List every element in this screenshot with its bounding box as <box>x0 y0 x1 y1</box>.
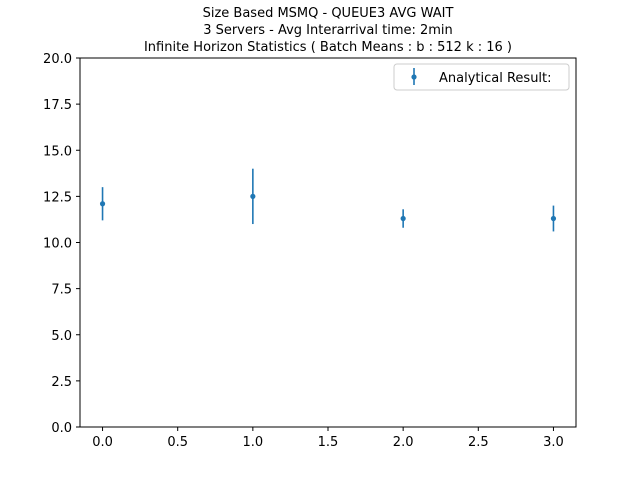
chart-title-line: 3 Servers - Avg Interarrival time: 2min <box>203 23 453 38</box>
legend-label: Analytical Result: <box>439 71 552 86</box>
x-tick-label: 0.5 <box>167 435 188 450</box>
data-point <box>550 215 557 222</box>
data-point <box>99 201 106 207</box>
chart-title-line: Size Based MSMQ - QUEUE3 AVG WAIT <box>203 6 454 21</box>
y-axis: 0.0 2.5 5.0 7.5 10.0 12.5 15.0 17.5 20.0 <box>43 52 80 436</box>
legend: Analytical Result: <box>393 63 570 91</box>
x-tick-label: 1.5 <box>318 435 339 450</box>
series-group <box>99 168 557 232</box>
data-point <box>400 215 406 222</box>
axes-frame <box>79 57 577 428</box>
legend-box <box>393 63 570 91</box>
x-tick-label: 3.0 <box>543 435 564 450</box>
y-tick-label: 5.0 <box>51 329 72 344</box>
y-tick-label: 17.5 <box>43 98 72 113</box>
x-tick-label: 1.0 <box>243 435 264 450</box>
y-tick-label: 20.0 <box>43 52 72 67</box>
x-tick-label: 2.5 <box>468 435 489 450</box>
y-tick-label: 10.0 <box>43 237 72 252</box>
y-tick-label: 7.5 <box>51 283 72 298</box>
x-axis: 0.0 0.5 1.0 1.5 2.0 2.5 3.0 <box>92 427 564 450</box>
y-tick-label: 12.5 <box>43 190 72 205</box>
legend-marker <box>411 74 417 80</box>
chart-title: Size Based MSMQ - QUEUE3 AVG WAIT 3 Serve… <box>144 6 512 55</box>
data-point <box>250 193 256 199</box>
y-tick-label: 0.0 <box>51 421 72 436</box>
y-tick-label: 2.5 <box>51 375 72 390</box>
x-tick-label: 2.0 <box>393 435 414 450</box>
y-tick-label: 15.0 <box>43 144 72 159</box>
chart-title-line: Infinite Horizon Statistics ( Batch Mean… <box>144 40 512 55</box>
x-tick-label: 0.0 <box>92 435 113 450</box>
